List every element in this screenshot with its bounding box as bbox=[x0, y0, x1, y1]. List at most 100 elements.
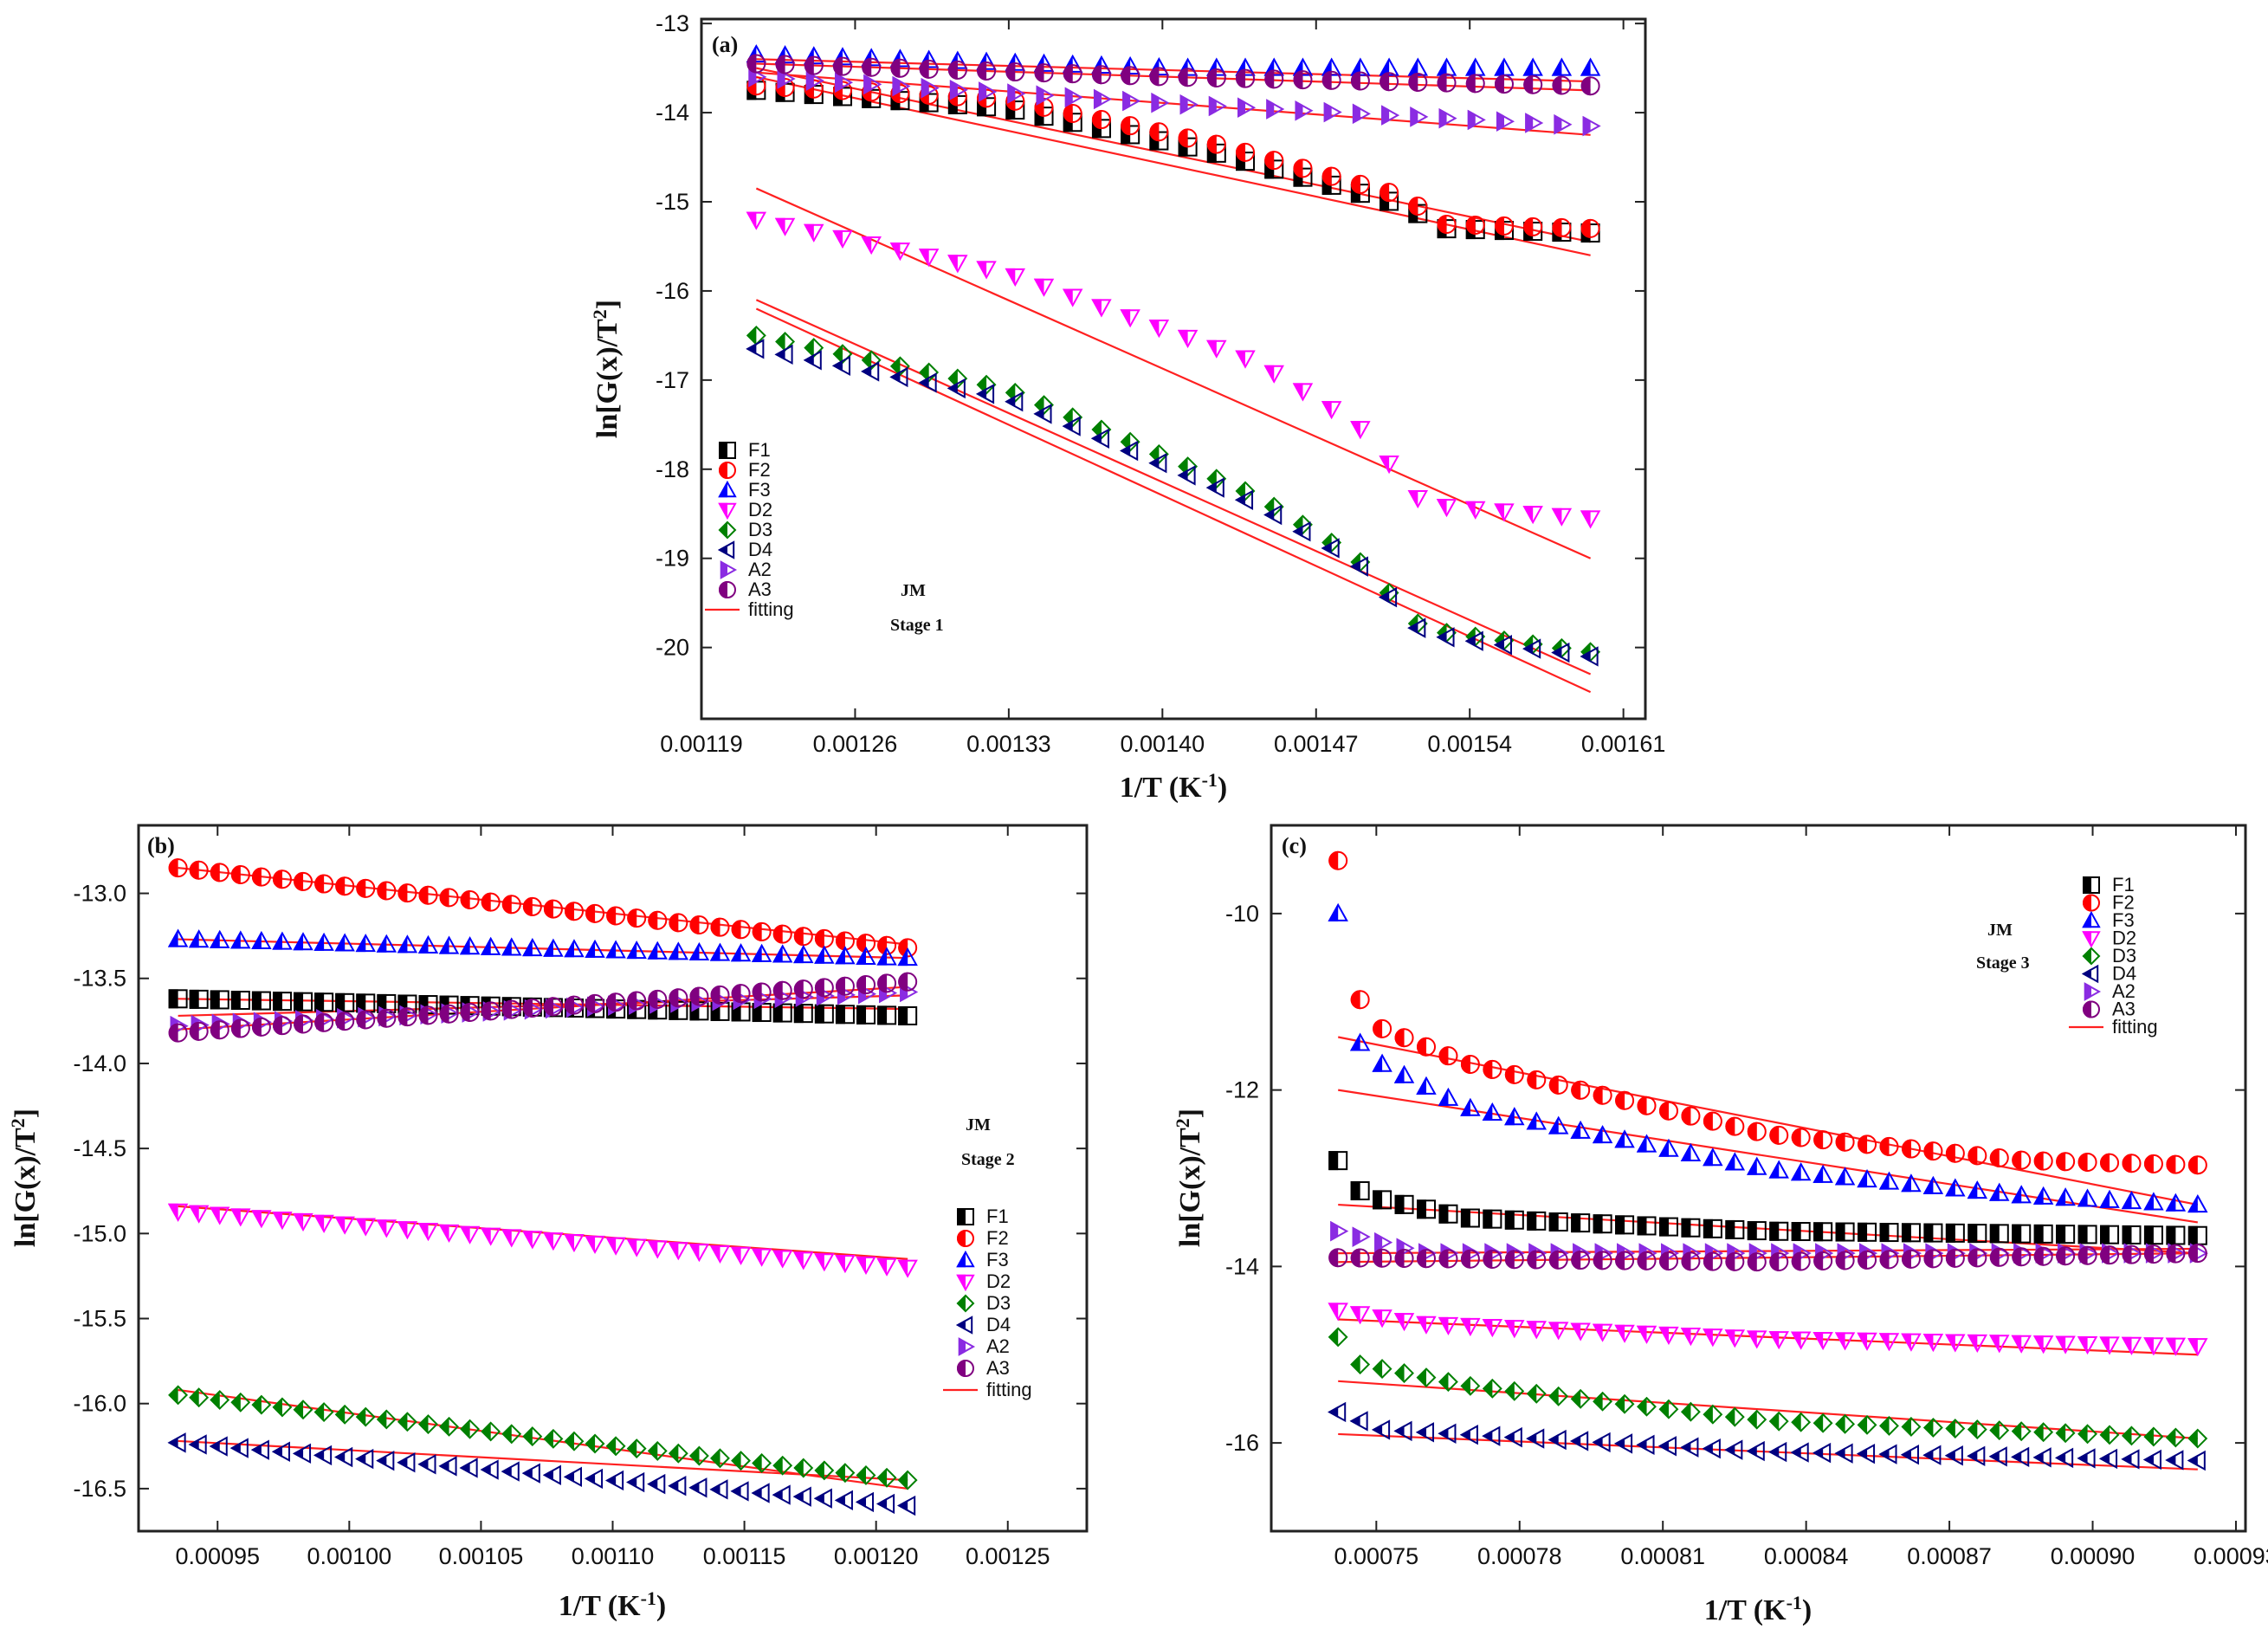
data-point-d3 bbox=[856, 1465, 876, 1485]
data-point-d2 bbox=[1636, 1325, 1657, 1344]
data-point-d3 bbox=[355, 1406, 376, 1427]
legend-marker-a2 bbox=[720, 560, 738, 579]
data-point-f2 bbox=[251, 867, 271, 887]
data-point-d2 bbox=[1580, 510, 1601, 529]
data-point-f2 bbox=[189, 860, 209, 880]
data-point-d2 bbox=[2099, 1336, 2120, 1355]
data-point-f1 bbox=[1725, 1219, 1745, 1239]
legend-marker-f2 bbox=[2083, 894, 2100, 912]
data-point-d4 bbox=[1493, 634, 1512, 656]
data-point-a3 bbox=[890, 58, 910, 78]
data-point-d4 bbox=[1944, 1445, 1963, 1466]
data-point-d3 bbox=[1526, 1383, 1547, 1404]
data-point-f3 bbox=[1989, 1182, 2010, 1201]
data-point-d4 bbox=[1746, 1440, 1765, 1462]
data-point-d4 bbox=[521, 1463, 540, 1484]
data-point-f2 bbox=[1835, 1132, 1855, 1152]
data-point-a3 bbox=[2056, 1246, 2076, 1266]
data-point-d2 bbox=[605, 1237, 626, 1256]
data-point-d2 bbox=[835, 1255, 856, 1274]
data-point-f3 bbox=[1436, 57, 1457, 76]
data-point-d4 bbox=[293, 1443, 312, 1464]
data-point-a3 bbox=[1813, 1251, 1833, 1270]
data-point-f2 bbox=[294, 871, 313, 891]
data-point-d4 bbox=[889, 366, 908, 388]
data-point-f1 bbox=[1615, 1215, 1635, 1235]
data-point-d4 bbox=[861, 361, 880, 382]
data-point-a2 bbox=[921, 77, 940, 99]
data-point-a3 bbox=[1438, 1249, 1458, 1269]
x-tick-label: 0.00100 bbox=[307, 1543, 392, 1569]
data-point-d3 bbox=[1350, 1354, 1371, 1374]
data-point-d3 bbox=[189, 1387, 210, 1408]
data-point-f1 bbox=[1945, 1223, 1965, 1243]
data-point-a3 bbox=[1637, 1251, 1657, 1270]
data-point-d4 bbox=[438, 1456, 457, 1477]
data-point-f3 bbox=[1922, 1175, 1944, 1194]
data-point-f1 bbox=[1637, 1216, 1657, 1236]
data-point-d3 bbox=[1658, 1399, 1679, 1419]
data-point-a2 bbox=[1323, 101, 1342, 123]
data-point-f1 bbox=[335, 992, 355, 1012]
data-point-d3 bbox=[2143, 1426, 2164, 1447]
panel-a-frame bbox=[700, 17, 1647, 721]
data-point-a3 bbox=[804, 55, 824, 75]
data-point-d3 bbox=[1438, 1372, 1458, 1393]
x-tick-label: 0.00120 bbox=[834, 1543, 919, 1569]
data-point-a2 bbox=[1266, 99, 1285, 120]
data-point-d4 bbox=[834, 1490, 853, 1511]
data-point-d2 bbox=[1436, 499, 1457, 518]
y-tick-label: -20 bbox=[656, 635, 689, 661]
data-point-a3 bbox=[2100, 1245, 2120, 1265]
data-point-f2 bbox=[2122, 1154, 2142, 1173]
data-point-d2 bbox=[772, 1250, 793, 1269]
data-point-f3 bbox=[647, 941, 668, 960]
data-point-d3 bbox=[668, 1443, 688, 1464]
data-point-f3 bbox=[1570, 1120, 1591, 1139]
data-point-d4 bbox=[2165, 1450, 2184, 1471]
data-point-f1 bbox=[2077, 1225, 2097, 1244]
data-point-a3 bbox=[1968, 1248, 1987, 1268]
data-point-d2 bbox=[585, 1235, 605, 1254]
data-point-a3 bbox=[1437, 73, 1457, 93]
data-point-f3 bbox=[1580, 57, 1601, 76]
fit-line-d2 bbox=[1338, 1318, 2198, 1356]
x-tick-label: 0.00115 bbox=[703, 1543, 786, 1569]
data-point-f3 bbox=[1465, 57, 1486, 76]
data-point-d2 bbox=[1504, 1320, 1525, 1339]
data-point-a3 bbox=[1593, 1251, 1612, 1270]
fit-line-f2 bbox=[756, 67, 1591, 243]
data-point-f2 bbox=[669, 913, 688, 933]
data-point-f2 bbox=[2033, 1151, 2053, 1171]
data-point-d3 bbox=[752, 1453, 772, 1473]
legend-label: F3 bbox=[986, 1249, 1009, 1270]
data-point-f1 bbox=[210, 990, 229, 1010]
data-point-d2 bbox=[1416, 1316, 1437, 1335]
data-point-f3 bbox=[1747, 1156, 1767, 1175]
x-tick-label: 0.00075 bbox=[1334, 1543, 1419, 1569]
data-point-d2 bbox=[230, 1208, 251, 1227]
data-point-d4 bbox=[1580, 646, 1599, 667]
data-point-f2 bbox=[1791, 1128, 1811, 1147]
legend-marker-f3 bbox=[718, 480, 737, 498]
data-point-f2 bbox=[606, 906, 626, 926]
data-point-d4 bbox=[2098, 1448, 2118, 1470]
data-point-f1 bbox=[1858, 1222, 1877, 1242]
data-point-a3 bbox=[833, 56, 853, 76]
data-point-a3 bbox=[543, 997, 563, 1017]
x-tick-label: 0.00105 bbox=[439, 1543, 524, 1569]
data-point-f3 bbox=[1592, 1125, 1613, 1144]
data-point-f2 bbox=[460, 890, 480, 910]
data-point-f1 bbox=[168, 989, 188, 1009]
data-point-f1 bbox=[2012, 1224, 2032, 1244]
data-point-f3 bbox=[564, 939, 585, 958]
data-point-a2 bbox=[777, 68, 796, 89]
data-point-a2 bbox=[1438, 107, 1457, 129]
data-point-d4 bbox=[831, 355, 851, 377]
data-point-a2 bbox=[1151, 93, 1170, 113]
panel-c-x-title: 1/T (K-1) bbox=[1704, 1592, 1812, 1626]
data-point-d4 bbox=[1263, 504, 1283, 526]
data-point-f3 bbox=[1460, 1097, 1481, 1116]
data-point-a3 bbox=[919, 59, 939, 79]
